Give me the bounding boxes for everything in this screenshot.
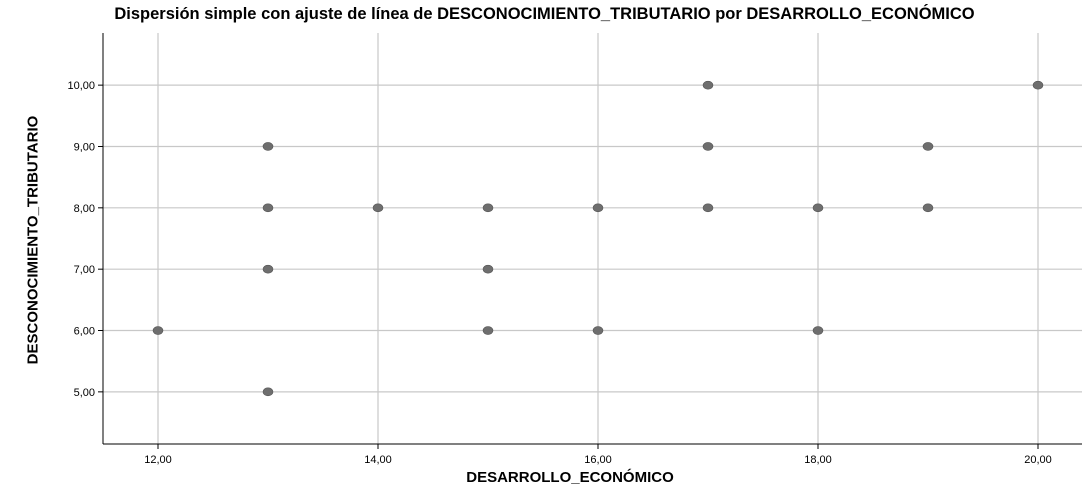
y-tick-label: 7,00: [74, 264, 95, 276]
y-tick-label: 10,00: [67, 80, 95, 92]
x-tick-label: 18,00: [804, 454, 832, 466]
data-point: [262, 203, 274, 213]
x-axis-label: DESARROLLO_ECONÓMICO: [466, 469, 674, 486]
data-point: [372, 203, 384, 213]
x-tick-label: 20,00: [1024, 454, 1052, 466]
y-tick-label: 8,00: [74, 203, 95, 215]
x-tick-label: 12,00: [144, 454, 172, 466]
data-point: [592, 203, 604, 213]
data-point: [702, 203, 714, 213]
grid-lines: [103, 33, 1082, 444]
x-tick-label: 16,00: [584, 454, 612, 466]
data-point: [152, 326, 164, 335]
data-point: [262, 142, 274, 151]
data-point: [922, 203, 934, 213]
x-tick-label: 14,00: [364, 454, 392, 466]
data-point: [702, 80, 714, 90]
data-point: [262, 264, 274, 274]
data-point: [592, 326, 604, 335]
data-point: [922, 142, 934, 151]
data-point: [262, 387, 274, 397]
data-point: [482, 264, 494, 274]
data-point: [702, 142, 714, 151]
y-tick-label: 5,00: [74, 387, 95, 399]
data-point: [812, 203, 824, 213]
data-points: [152, 80, 1044, 397]
axes: 12,00 14,00 16,00 18,00 20,00 5,00 6,00 7,00 8,0…: [67, 33, 1082, 466]
chart-title: Dispersión simple con ajuste de línea de…: [114, 5, 975, 23]
y-tick-label: 9,00: [74, 141, 95, 153]
y-tick-label: 6,00: [74, 326, 95, 338]
data-point: [1032, 80, 1044, 90]
data-point: [482, 203, 494, 213]
data-point: [812, 326, 824, 335]
data-point: [482, 326, 494, 335]
